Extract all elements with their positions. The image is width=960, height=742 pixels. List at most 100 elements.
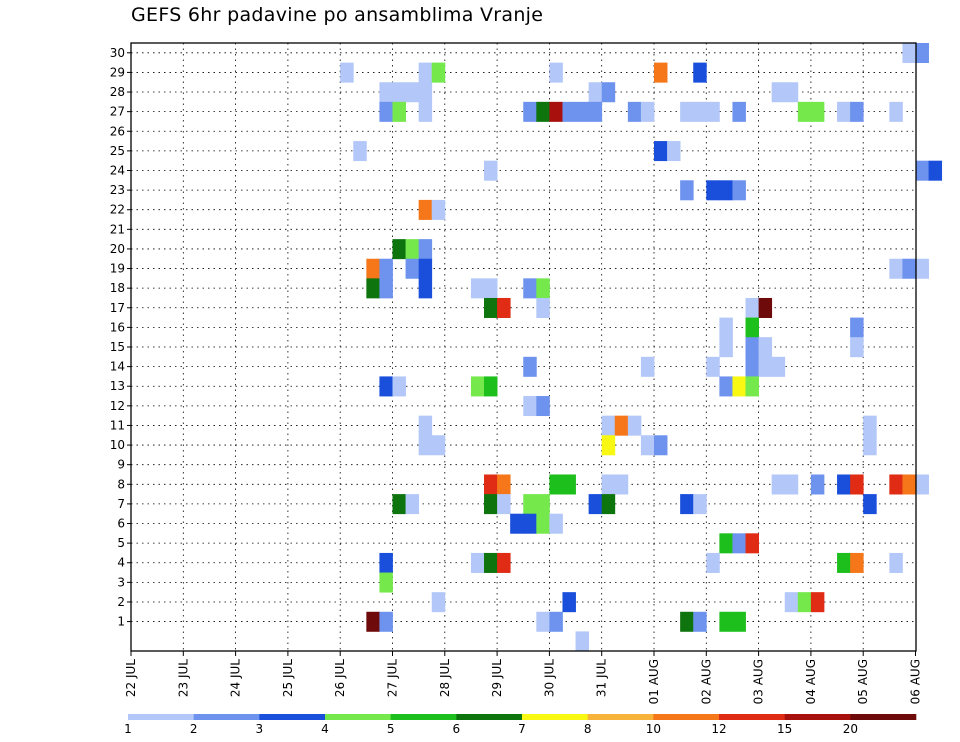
precip-cell xyxy=(614,474,629,495)
x-tick-label: 31 JUL xyxy=(595,659,609,697)
x-tick-label: 28 JUL xyxy=(438,659,452,697)
y-tick-label: 6 xyxy=(117,517,125,531)
x-tick-label: 22 JUL xyxy=(124,659,138,697)
precip-cell xyxy=(745,337,759,358)
y-tick-label: 26 xyxy=(110,124,125,138)
precip-cell xyxy=(810,101,825,122)
precip-cell xyxy=(601,494,616,515)
y-tick-label: 14 xyxy=(110,360,125,374)
y-tick-label: 9 xyxy=(117,458,125,472)
x-tick-label: 02 AUG xyxy=(699,659,713,704)
precip-cell xyxy=(601,415,616,436)
precip-cell xyxy=(902,474,916,495)
precip-cell xyxy=(850,101,864,122)
precip-cell xyxy=(680,101,694,122)
precip-cell xyxy=(758,297,773,318)
precip-cell xyxy=(915,474,929,495)
x-tick-label: 29 JUL xyxy=(490,659,504,697)
precip-cell xyxy=(418,101,433,122)
colorbar-label: 20 xyxy=(843,722,858,736)
colorbar-swatch xyxy=(719,714,785,720)
precip-cell xyxy=(758,337,773,358)
precip-cell xyxy=(418,435,433,456)
precip-cell xyxy=(418,199,433,220)
precip-cell xyxy=(889,552,903,573)
colorbar-label: 2 xyxy=(190,722,198,736)
colorbar-swatch xyxy=(456,714,523,720)
y-tick-label: 1 xyxy=(117,615,125,629)
colorbar-swatch xyxy=(653,714,720,720)
precip-cell xyxy=(549,611,563,632)
precip-cell xyxy=(484,494,498,515)
precip-cell xyxy=(745,376,759,397)
precip-cell xyxy=(850,317,864,338)
precip-cell xyxy=(549,513,563,534)
precip-cell xyxy=(379,552,393,573)
y-tick-label: 28 xyxy=(110,85,125,99)
precip-cell xyxy=(863,435,877,456)
precip-cell xyxy=(379,101,393,122)
precip-cell xyxy=(523,278,537,299)
precip-cell xyxy=(431,62,446,83)
precip-cell xyxy=(627,415,642,436)
precip-cell xyxy=(431,435,446,456)
x-tick-label: 24 JUL xyxy=(229,659,243,697)
y-tick-label: 23 xyxy=(110,183,125,197)
x-axis-ticks: 22 JUL 23 JUL 24 JUL 25 JUL 26 JUL 27 JUL 28 J… xyxy=(124,651,923,704)
precip-cell xyxy=(797,592,812,613)
precip-cell xyxy=(392,376,406,397)
precip-cell xyxy=(863,415,877,436)
precip-cell xyxy=(771,356,786,377)
precip-cell xyxy=(575,101,590,122)
precip-cell xyxy=(654,62,668,83)
precip-cell xyxy=(693,611,707,632)
precip-cell xyxy=(379,278,393,299)
precip-cell xyxy=(640,101,655,122)
precip-cell xyxy=(719,337,733,358)
colorbar-label: 10 xyxy=(646,722,661,736)
precip-cell xyxy=(392,82,406,103)
y-tick-label: 19 xyxy=(110,262,125,276)
precip-cell xyxy=(732,376,746,397)
y-tick-label: 3 xyxy=(117,575,125,589)
y-tick-label: 11 xyxy=(110,418,125,432)
colorbar-label: 15 xyxy=(777,722,792,736)
precip-cell xyxy=(366,258,380,279)
precip-cell xyxy=(837,474,851,495)
precip-cell xyxy=(588,101,603,122)
precip-cell xyxy=(405,494,420,515)
colorbar-swatch xyxy=(850,714,917,720)
precip-cell xyxy=(680,180,694,201)
precip-cell xyxy=(915,160,929,181)
gridlines xyxy=(131,43,916,651)
y-tick-label: 30 xyxy=(110,46,125,60)
plot-frame xyxy=(130,42,917,652)
colorbar-legend: 1 2 3 4 5 6 7 8 10 12 15 20 xyxy=(124,714,917,736)
precip-cell xyxy=(889,258,903,279)
y-tick-label: 5 xyxy=(117,536,125,550)
x-tick-label: 27 JUL xyxy=(386,659,400,697)
precip-cell xyxy=(379,376,393,397)
precip-cell xyxy=(732,533,746,554)
precip-cell xyxy=(745,317,759,338)
x-tick-label: 23 JUL xyxy=(176,659,190,697)
x-tick-label: 26 JUL xyxy=(333,659,347,697)
colorbar-swatch xyxy=(390,714,457,720)
precip-cell xyxy=(379,82,393,103)
precip-cell xyxy=(601,82,616,103)
precip-cell xyxy=(418,239,433,260)
precip-cell xyxy=(549,101,563,122)
colorbar-swatch xyxy=(587,714,654,720)
precip-cell xyxy=(392,101,406,122)
precip-cell xyxy=(915,43,929,64)
precip-cell xyxy=(405,258,420,279)
y-tick-label: 4 xyxy=(117,556,125,570)
precip-cell xyxy=(915,258,929,279)
precip-cell xyxy=(732,611,746,632)
y-tick-label: 24 xyxy=(110,163,125,177)
precip-cell xyxy=(562,474,576,495)
precip-cell xyxy=(693,62,707,83)
x-tick-label: 03 AUG xyxy=(752,659,766,704)
y-tick-label: 12 xyxy=(110,399,125,413)
precip-cell xyxy=(484,297,498,318)
